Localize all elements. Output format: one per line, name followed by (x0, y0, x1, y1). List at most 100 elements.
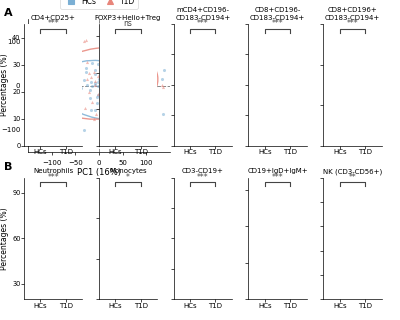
Point (109, 68, 115, 73)
Point (132, 47, 138, 52)
Point (113, 89, 119, 94)
Point (97, 59, 103, 64)
Point (125, 73, 131, 78)
Point (102, 69, 108, 75)
Text: ***: *** (197, 173, 208, 182)
Point (83, 83, 90, 88)
Point (61, 123, 67, 128)
Point (92, 82, 98, 87)
Point (66, 45, 72, 50)
Point (112, 70, 119, 76)
Point (88, 60, 95, 66)
Point (120, 36, 126, 41)
Point (95, 91, 101, 96)
Point (71, 34, 77, 39)
Point (108, 66, 114, 71)
Point (133, 116, 139, 121)
Point (112, 86, 118, 92)
Point (116, 122, 122, 127)
Text: ***: *** (346, 19, 358, 28)
Point (116, 81, 122, 86)
Point (95, 84, 102, 89)
Text: B: B (4, 162, 12, 172)
Point (111, 70, 118, 75)
Point (110, 63, 116, 68)
Point (75, 77, 81, 82)
Point (71, 112, 77, 117)
Point (128, 95, 135, 100)
Title: CD8+CD196+
CD183-CD194+: CD8+CD196+ CD183-CD194+ (325, 7, 380, 21)
Point (74, 91, 80, 96)
Point (112, 47, 118, 52)
Point (104, 86, 110, 91)
Point (100, 92, 106, 97)
Point (123, 89, 130, 94)
Point (159, 76, 166, 82)
Point (118, 89, 124, 94)
Point (142, 84, 148, 89)
Point (126, 75, 132, 80)
Point (101, 79, 108, 84)
Point (88, 75, 95, 80)
Point (86, 71, 93, 76)
Point (149, 108, 156, 114)
Point (88, 107, 94, 112)
Point (55, 102, 61, 107)
Point (92, 68, 99, 73)
Point (55, 73, 61, 78)
Point (118, 55, 124, 60)
Text: ***: *** (47, 19, 59, 28)
Point (108, 61, 114, 67)
Point (87, 96, 94, 101)
Text: ***: *** (47, 173, 59, 182)
Title: CD19+IgD+IgM+: CD19+IgD+IgM+ (247, 168, 308, 174)
Point (89, 84, 95, 89)
Point (138, 80, 144, 85)
Point (82, 65, 89, 70)
Legend: HCs, T1D: HCs, T1D (60, 0, 138, 9)
Point (161, 68, 168, 73)
Point (98, 96, 104, 101)
Point (66, 60, 73, 66)
Point (98, 92, 104, 98)
Point (100, 85, 107, 90)
Point (126, 81, 133, 86)
Point (92, 71, 98, 76)
Point (132, 49, 138, 54)
Point (127, 91, 134, 96)
Point (108, 93, 114, 98)
Point (111, 73, 118, 78)
Point (118, 52, 125, 57)
Point (72, 120, 79, 125)
Point (131, 61, 138, 66)
Point (64, 89, 70, 94)
Text: ***: *** (272, 19, 283, 28)
Point (108, 117, 114, 122)
Point (58, 93, 64, 99)
Point (95, 61, 101, 66)
Text: ***: *** (272, 173, 283, 182)
Point (114, 83, 121, 88)
X-axis label: PC1 (16%): PC1 (16%) (77, 168, 121, 177)
Point (98, 56, 105, 61)
Point (102, 48, 109, 53)
Point (116, 94, 122, 99)
Point (84, 76, 90, 82)
Point (159, 83, 165, 88)
Point (77, 87, 83, 92)
Point (108, 87, 115, 92)
Point (65, 61, 71, 66)
Point (81, 127, 87, 132)
Point (95, 79, 102, 84)
Point (128, 101, 134, 107)
Point (38, 122, 44, 127)
Point (144, 97, 150, 102)
Point (78, 85, 84, 91)
Point (105, 55, 112, 60)
Point (110, 111, 117, 116)
Point (91, 116, 98, 121)
Point (129, 47, 136, 52)
Point (74, 125, 80, 131)
Point (101, 101, 107, 106)
Point (105, 98, 112, 103)
